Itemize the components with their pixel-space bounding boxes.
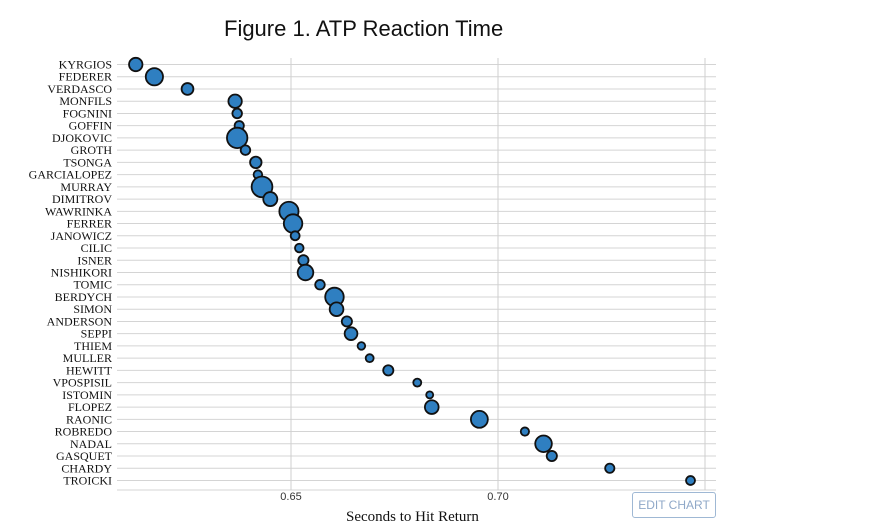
player-label: FOGNINI [63,106,112,120]
data-point [425,390,435,400]
data-point [249,155,263,170]
player-label: FEDERER [59,70,112,84]
player-label: WAWRINKA [45,204,112,218]
player-label: ISTOMIN [62,388,112,402]
player-label: KYRGIOS [59,58,112,72]
labels-layer: 0.650.700.75KYRGIOSFEDERERVERDASCOMONFIL… [29,58,716,504]
player-label: MONFILS [59,94,112,108]
x-tick-label: 0.65 [280,491,301,503]
data-point [227,93,243,109]
points-layer [128,56,696,486]
player-label: ROBREDO [55,425,113,439]
player-label: VERDASCO [47,82,112,96]
data-point [328,301,345,317]
data-point [534,434,553,453]
player-label: HEWITT [66,363,113,377]
data-point [343,326,359,341]
data-point [356,341,367,351]
player-label: BERDYCH [55,290,113,304]
data-point [314,279,326,291]
data-point [226,126,249,150]
data-point [289,230,301,242]
data-point [144,67,164,87]
data-point [180,82,195,96]
player-label: CHARDY [61,461,112,475]
player-label: RAONIC [66,412,112,426]
data-point [231,107,243,120]
data-point [297,254,310,267]
player-label: DJOKOVIC [52,131,112,145]
player-label: GROTH [71,143,113,157]
data-point [239,144,252,156]
player-label: TSONGA [63,155,112,169]
player-label: ANDERSON [47,314,113,328]
data-point [470,409,489,429]
player-label: GARCIALOPEZ [29,168,112,182]
data-point [128,56,144,73]
player-label: MURRAY [60,180,112,194]
player-label: SIMON [73,302,112,316]
player-label: VPOSPISIL [53,376,112,390]
data-point [382,364,395,377]
chart-title: Figure 1. ATP Reaction Time [224,16,504,41]
data-point [424,399,440,415]
player-label: THIEM [74,339,112,353]
grid-layer [117,58,716,491]
player-label: TROICKI [63,474,112,488]
edit-chart-button[interactable]: EDIT CHART [632,492,716,518]
player-label: MULLER [63,351,112,365]
player-label: GASQUET [56,449,113,463]
data-point [294,242,305,254]
player-label: FLOPEZ [68,400,112,414]
player-label: TOMIC [74,278,112,292]
data-point [296,263,315,282]
data-point [412,377,423,388]
data-point [604,462,616,474]
x-axis-label: Seconds to Hit Return [346,509,479,525]
player-label: ISNER [77,253,112,267]
data-point [340,315,353,328]
data-point [545,450,558,463]
player-label: JANOWICZ [51,229,112,243]
player-label: CILIC [81,241,112,255]
x-tick-label: 0.70 [487,491,508,503]
data-point [262,191,279,208]
player-label: NISHIKORI [51,266,112,280]
player-label: DIMITROV [52,192,112,206]
data-point [282,213,304,234]
data-point [685,475,696,486]
data-point [364,353,375,364]
player-label: SEPPI [81,327,112,341]
player-label: GOFFIN [69,119,113,133]
player-label: NADAL [70,437,112,451]
player-label: FERRER [67,217,112,231]
data-point [519,426,530,437]
